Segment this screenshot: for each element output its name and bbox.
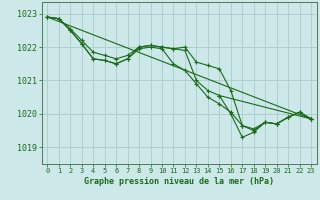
X-axis label: Graphe pression niveau de la mer (hPa): Graphe pression niveau de la mer (hPa) (84, 177, 274, 186)
